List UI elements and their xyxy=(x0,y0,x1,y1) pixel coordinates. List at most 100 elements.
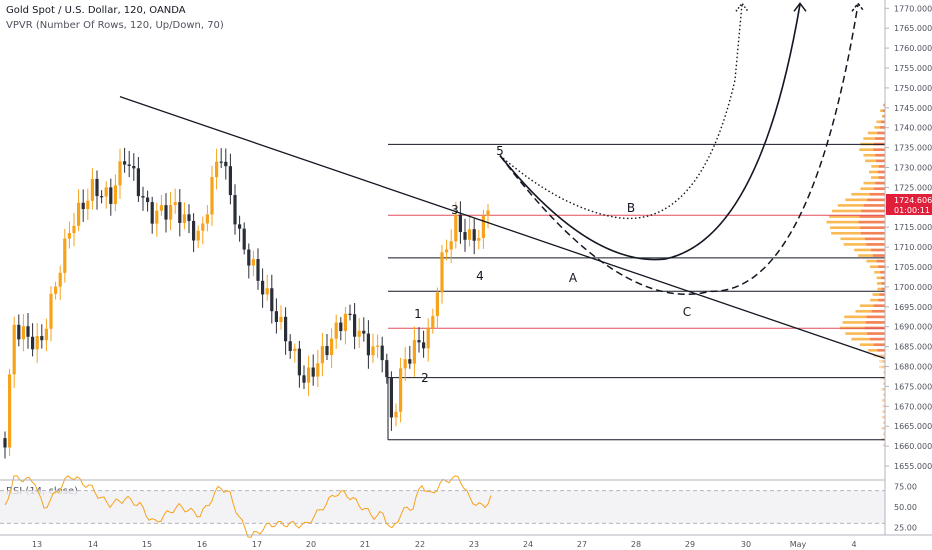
candle-up[interactable] xyxy=(8,374,12,448)
candle-up[interactable] xyxy=(35,336,39,350)
candle-down[interactable] xyxy=(127,164,131,166)
candle-up[interactable] xyxy=(21,326,25,340)
candle-up[interactable] xyxy=(343,313,347,332)
candle-up[interactable] xyxy=(173,202,177,205)
candle-up[interactable] xyxy=(486,210,490,216)
candle-up[interactable] xyxy=(90,178,94,201)
candle-down[interactable] xyxy=(40,336,44,341)
candle-up[interactable] xyxy=(399,368,403,412)
descending-trendline[interactable] xyxy=(119,96,886,360)
candle-down[interactable] xyxy=(81,202,85,210)
candle-down[interactable] xyxy=(233,195,237,225)
candle-up[interactable] xyxy=(86,200,90,210)
candle-up[interactable] xyxy=(155,210,159,224)
candle-up[interactable] xyxy=(412,340,416,364)
candle-down[interactable] xyxy=(422,342,426,349)
candle-up[interactable] xyxy=(196,230,200,241)
candle-up[interactable] xyxy=(330,338,334,356)
candle-down[interactable] xyxy=(389,377,393,418)
candle-up[interactable] xyxy=(113,185,117,204)
candle-down[interactable] xyxy=(219,161,223,163)
candle-up[interactable] xyxy=(201,223,205,231)
candle-up[interactable] xyxy=(468,229,472,240)
candle-up[interactable] xyxy=(394,411,398,418)
candle-down[interactable] xyxy=(141,196,145,198)
indicator-title[interactable]: VPVR (Number Of Rows, 120, Up/Down, 70) xyxy=(6,20,224,31)
candle-up[interactable] xyxy=(265,288,269,295)
candle-up[interactable] xyxy=(435,292,439,317)
candle-down[interactable] xyxy=(274,311,278,322)
candle-down[interactable] xyxy=(192,220,196,241)
candle-up[interactable] xyxy=(67,233,71,239)
candle-down[interactable] xyxy=(463,232,467,240)
candle-up[interactable] xyxy=(403,359,407,369)
candle-up[interactable] xyxy=(182,214,186,223)
candle-down[interactable] xyxy=(472,229,476,241)
candle-up[interactable] xyxy=(426,327,430,349)
candle-down[interactable] xyxy=(224,161,228,167)
candle-up[interactable] xyxy=(357,330,361,337)
candle-down[interactable] xyxy=(311,367,315,377)
candle-down[interactable] xyxy=(100,196,104,198)
candle-down[interactable] xyxy=(146,197,150,203)
dashed-projection-path[interactable] xyxy=(499,4,859,296)
candle-up[interactable] xyxy=(159,205,163,211)
candle-down[interactable] xyxy=(132,165,136,169)
candle-down[interactable] xyxy=(353,314,357,337)
candle-down[interactable] xyxy=(31,336,35,350)
candle-down[interactable] xyxy=(297,348,301,376)
dotted-projection-path[interactable] xyxy=(499,4,743,220)
candle-up[interactable] xyxy=(205,214,209,224)
candle-up[interactable] xyxy=(63,238,67,273)
candle-down[interactable] xyxy=(187,214,191,221)
candle-down[interactable] xyxy=(302,375,306,383)
candle-up[interactable] xyxy=(320,346,324,364)
candle-up[interactable] xyxy=(58,272,62,287)
candle-down[interactable] xyxy=(26,326,30,337)
candle-up[interactable] xyxy=(481,215,485,239)
candle-down[interactable] xyxy=(109,187,113,204)
candle-down[interactable] xyxy=(408,359,412,364)
candle-up[interactable] xyxy=(307,367,311,383)
candle-up[interactable] xyxy=(251,259,255,266)
candle-up[interactable] xyxy=(376,345,380,347)
candle-up[interactable] xyxy=(77,202,81,226)
solid-projection-path[interactable] xyxy=(499,4,801,261)
symbol-title[interactable]: Gold Spot / U.S. Dollar, 120, OANDA xyxy=(6,5,186,16)
candle-up[interactable] xyxy=(104,187,108,197)
candle-down[interactable] xyxy=(366,333,370,356)
candle-up[interactable] xyxy=(72,225,76,234)
candle-up[interactable] xyxy=(431,316,435,328)
candle-up[interactable] xyxy=(449,241,453,250)
candle-up[interactable] xyxy=(279,316,283,322)
candle-down[interactable] xyxy=(242,228,246,250)
candle-up[interactable] xyxy=(477,238,481,241)
candle-down[interactable] xyxy=(284,316,288,342)
candle-up[interactable] xyxy=(54,286,58,294)
candle-down[interactable] xyxy=(362,330,366,334)
candle-down[interactable] xyxy=(256,259,260,281)
candle-down[interactable] xyxy=(164,205,168,220)
candle-down[interactable] xyxy=(348,313,352,315)
candle-up[interactable] xyxy=(210,177,214,215)
candle-down[interactable] xyxy=(261,280,265,295)
candle-up[interactable] xyxy=(316,363,320,377)
rsi-line[interactable] xyxy=(4,475,492,538)
candle-down[interactable] xyxy=(339,322,343,332)
candle-up[interactable] xyxy=(371,346,375,356)
candle-down[interactable] xyxy=(247,249,251,266)
candle-down[interactable] xyxy=(270,288,274,312)
candle-up[interactable] xyxy=(169,204,173,220)
candle-down[interactable] xyxy=(417,340,421,343)
candle-up[interactable] xyxy=(12,324,16,375)
candle-up[interactable] xyxy=(118,161,122,186)
candle-down[interactable] xyxy=(136,168,140,197)
candle-down[interactable] xyxy=(458,214,462,233)
candle-down[interactable] xyxy=(228,166,232,196)
candle-down[interactable] xyxy=(150,202,154,224)
candle-up[interactable] xyxy=(440,252,444,293)
candle-up[interactable] xyxy=(215,161,219,178)
candle-up[interactable] xyxy=(44,328,48,341)
candle-up[interactable] xyxy=(293,348,297,352)
